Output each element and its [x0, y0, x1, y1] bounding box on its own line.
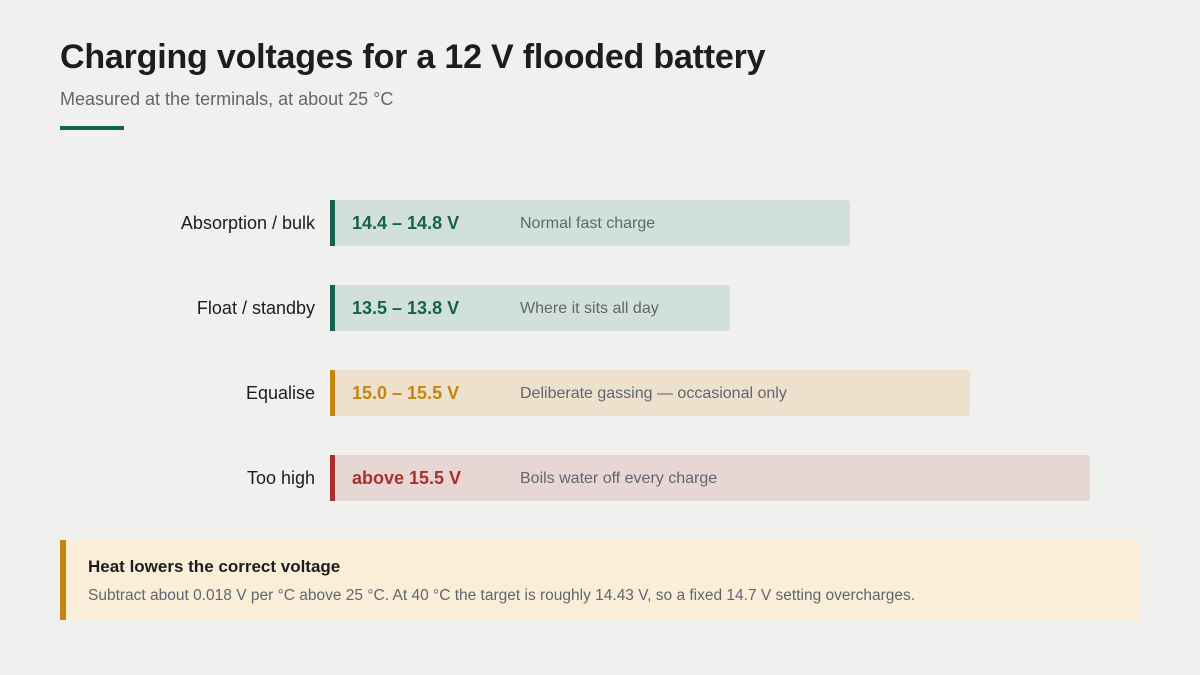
row-note: Normal fast charge	[520, 215, 656, 232]
title-underline	[60, 126, 124, 130]
voltage-row-equalise: Equalise 15.0 – 15.5 V Deliberate gassin…	[0, 370, 1200, 416]
callout-title: Heat lowers the correct voltage	[88, 557, 341, 576]
row-label: Absorption / bulk	[180, 213, 315, 233]
voltage-row-absorption: Absorption / bulk 14.4 – 14.8 V Normal f…	[0, 200, 1200, 246]
voltage-bar: above 15.5 V Boils water off every charg…	[330, 455, 1090, 501]
row-label: Too high	[246, 468, 315, 488]
voltage-row-float: Float / standby 13.5 – 13.8 V Where it s…	[0, 285, 1200, 331]
page-subtitle: Measured at the terminals, at about 25 °…	[60, 89, 394, 109]
voltage-range: 13.5 – 13.8 V	[352, 298, 460, 318]
bar-accent	[330, 370, 335, 416]
voltage-bar: 13.5 – 13.8 V Where it sits all day	[330, 285, 730, 331]
row-note: Boils water off every charge	[520, 470, 718, 487]
voltage-row-too-high: Too high above 15.5 V Boils water off ev…	[0, 455, 1200, 501]
temperature-callout: Heat lowers the correct voltage Subtract…	[60, 540, 1140, 620]
callout-body: Subtract about 0.018 V per °C above 25 °…	[88, 587, 916, 604]
row-note: Deliberate gassing — occasional only	[520, 385, 787, 402]
row-label: Equalise	[245, 383, 315, 403]
callout-accent	[60, 540, 66, 620]
bar-accent	[330, 285, 335, 331]
bar-accent	[330, 455, 335, 501]
row-label: Float / standby	[196, 298, 315, 318]
voltage-bar: 14.4 – 14.8 V Normal fast charge	[330, 200, 850, 246]
row-note: Where it sits all day	[520, 300, 659, 317]
voltage-bar: 15.0 – 15.5 V Deliberate gassing — occas…	[330, 370, 970, 416]
voltage-range: 15.0 – 15.5 V	[352, 383, 460, 403]
voltage-range: above 15.5 V	[352, 468, 462, 488]
bar-accent	[330, 200, 335, 246]
page-title: Charging voltages for a 12 V flooded bat…	[60, 38, 766, 76]
voltage-range: 14.4 – 14.8 V	[352, 213, 460, 233]
